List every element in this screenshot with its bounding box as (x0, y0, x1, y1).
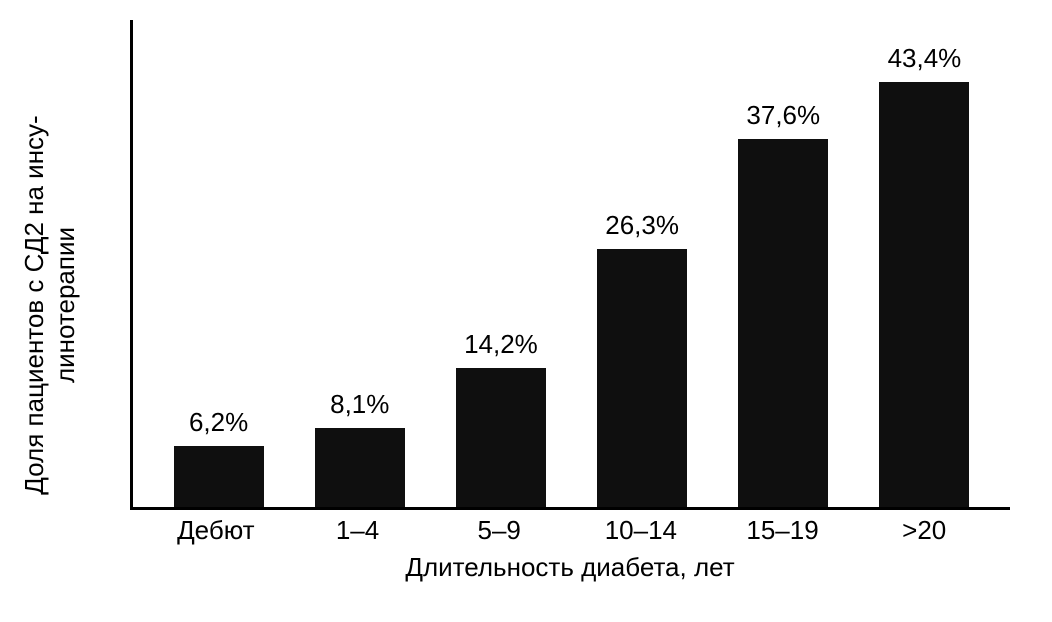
bar-rect-4 (738, 139, 828, 507)
x-tick-label-1: 1–4 (287, 515, 429, 546)
bar-value-label-2: 14,2% (464, 329, 538, 360)
bar-rect-1 (315, 428, 405, 507)
x-tick-labels: Дебют 1–4 5–9 10–14 15–19 >20 (130, 515, 1010, 546)
bar-value-label-3: 26,3% (605, 210, 679, 241)
bar-value-label-1: 8,1% (330, 389, 389, 420)
bar-value-label-0: 6,2% (189, 407, 248, 438)
x-axis-label: Длительность диабета, лет (130, 552, 1010, 583)
bar-rect-5 (879, 82, 969, 507)
bars-wrapper: 6,2% 8,1% 14,2% 26,3% 37,6% 43,4% (133, 20, 1010, 507)
bar-group-5: 43,4% (854, 20, 995, 507)
x-tick-label-4: 15–19 (712, 515, 854, 546)
y-axis-label-line2: линотерапии (50, 227, 80, 383)
x-tick-label-0: Дебют (145, 515, 287, 546)
bar-group-1: 8,1% (289, 20, 430, 507)
bar-rect-3 (597, 249, 687, 507)
bar-group-3: 26,3% (572, 20, 713, 507)
y-axis-label-line1: Доля пациентов с СД2 на инсу- (19, 115, 49, 494)
bar-rect-2 (456, 368, 546, 507)
y-axis-label: Доля пациентов с СД2 на инсу- линотерапи… (19, 55, 81, 555)
x-tick-label-2: 5–9 (428, 515, 570, 546)
x-tick-label-3: 10–14 (570, 515, 712, 546)
plot-area: 6,2% 8,1% 14,2% 26,3% 37,6% 43,4% (130, 20, 1010, 510)
bar-group-4: 37,6% (713, 20, 854, 507)
bar-value-label-5: 43,4% (888, 43, 962, 74)
bar-value-label-4: 37,6% (746, 100, 820, 131)
bar-group-0: 6,2% (148, 20, 289, 507)
bar-chart: Доля пациентов с СД2 на инсу- линотерапи… (60, 20, 1020, 590)
bar-group-2: 14,2% (430, 20, 571, 507)
bar-rect-0 (174, 446, 264, 507)
x-tick-label-5: >20 (853, 515, 995, 546)
